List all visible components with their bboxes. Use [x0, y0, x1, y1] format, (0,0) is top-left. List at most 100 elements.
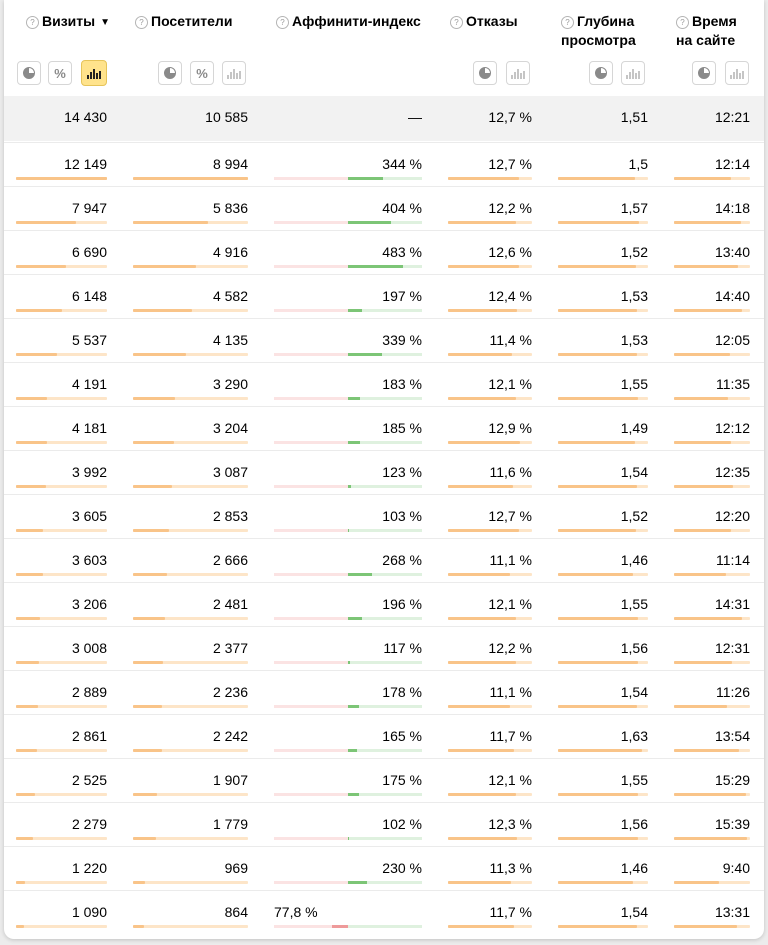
cell-bounces: 12,9 %: [488, 420, 532, 436]
percent-button[interactable]: %: [190, 61, 214, 85]
value-bar: [16, 397, 107, 400]
cell-visitors: 2 666: [212, 552, 248, 568]
value-bar-fill: [16, 397, 48, 400]
value-bar-fill: [133, 309, 192, 312]
cell-depth: 1,53: [620, 288, 648, 304]
cell-visits: 6 690: [71, 244, 107, 260]
cell-affinity: 339 %: [382, 332, 422, 348]
column-title-line2: на сайте: [676, 32, 736, 48]
bar-chart-button[interactable]: [621, 61, 645, 85]
pie-chart-icon: [23, 67, 35, 79]
table-row[interactable]: 3 992 3 087 123 % 11,6 % 1,54 12:35: [4, 450, 764, 495]
table-row[interactable]: 3 603 2 666 268 % 11,1 % 1,46 11:14: [4, 538, 764, 583]
table-row[interactable]: 4 181 3 204 185 % 12,9 % 1,49 12:12: [4, 406, 764, 451]
value-bar-fill: [558, 265, 637, 268]
value-bar: [674, 353, 750, 356]
cell-visits: 3 992: [71, 464, 107, 480]
column-header-bounces[interactable]: ? Отказы: [450, 12, 518, 31]
value-bar-fill: [674, 793, 747, 796]
cell-visitors: 4 582: [212, 288, 248, 304]
cell-depth: 1,53: [620, 332, 648, 348]
help-icon[interactable]: ?: [276, 16, 289, 29]
table-row[interactable]: 4 191 3 290 183 % 12,1 % 1,55 11:35: [4, 362, 764, 407]
table-row[interactable]: 2 279 1 779 102 % 12,3 % 1,56 15:39: [4, 802, 764, 847]
help-icon[interactable]: ?: [26, 16, 39, 29]
cell-bounces: 12,2 %: [488, 640, 532, 656]
value-bar-fill: [133, 617, 165, 620]
affinity-bar-positive-fill: [348, 221, 392, 224]
cell-affinity: 103 %: [382, 508, 422, 524]
value-bar-fill: [448, 397, 516, 400]
sort-desc-icon[interactable]: ▼: [100, 17, 111, 28]
value-bar-fill: [448, 177, 520, 180]
column-header-visitors[interactable]: ? Посетители: [135, 12, 232, 31]
affinity-bar: [274, 441, 422, 444]
value-bar-fill: [133, 749, 162, 752]
column-header-depth[interactable]: ? Глубина просмотра: [561, 12, 636, 50]
table-row[interactable]: 6 148 4 582 197 % 12,4 % 1,53 14:40: [4, 274, 764, 319]
table-row[interactable]: 3 008 2 377 117 % 12,2 % 1,56 12:31: [4, 626, 764, 671]
cell-bounces: 12,4 %: [488, 288, 532, 304]
value-bar: [133, 221, 248, 224]
value-bar: [674, 441, 750, 444]
table-row[interactable]: 5 537 4 135 339 % 11,4 % 1,53 12:05: [4, 318, 764, 363]
value-bar: [558, 441, 648, 444]
column-title: Визиты: [42, 13, 96, 29]
pie-chart-button[interactable]: [692, 61, 716, 85]
cell-affinity: 77,8 %: [274, 904, 318, 920]
affinity-bar-positive-fill: [348, 177, 383, 180]
cell-visitors: 2 242: [212, 728, 248, 744]
bar-chart-button[interactable]: [506, 61, 530, 85]
column-header-time[interactable]: ? Время на сайте: [676, 12, 737, 50]
table-row[interactable]: 12 149 8 994 344 % 12,7 % 1,5 12:14: [4, 142, 764, 187]
table-row[interactable]: 2 889 2 236 178 % 11,1 % 1,54 11:26: [4, 670, 764, 715]
cell-visits: 2 525: [71, 772, 107, 788]
table-row[interactable]: 1 220 969 230 % 11,3 % 1,46 9:40: [4, 846, 764, 891]
help-icon[interactable]: ?: [561, 16, 574, 29]
pie-chart-button[interactable]: [17, 61, 41, 85]
affinity-bar-positive-track: [348, 705, 422, 708]
value-bar-fill: [448, 837, 517, 840]
value-bar-fill: [16, 309, 63, 312]
value-bar: [448, 177, 532, 180]
totals-row[interactable]: 14 430 10 585 — 12,7 % 1,51 12:21: [4, 96, 764, 141]
table-row[interactable]: 3 206 2 481 196 % 12,1 % 1,55 14:31: [4, 582, 764, 627]
affinity-bar-positive-track: [348, 309, 422, 312]
table-row[interactable]: 2 525 1 907 175 % 12,1 % 1,55 15:29: [4, 758, 764, 803]
help-icon[interactable]: ?: [676, 16, 689, 29]
table-row[interactable]: 7 947 5 836 404 % 12,2 % 1,57 14:18: [4, 186, 764, 231]
table-row[interactable]: 3 605 2 853 103 % 12,7 % 1,52 12:20: [4, 494, 764, 539]
value-bar-fill: [133, 705, 162, 708]
value-bar-fill: [16, 221, 76, 224]
value-bar-fill: [558, 353, 637, 356]
value-bar-fill: [133, 485, 173, 488]
pie-chart-button[interactable]: [158, 61, 182, 85]
cell-affinity: 102 %: [382, 816, 422, 832]
cell-visitors: 1 907: [212, 772, 248, 788]
cell-time: 13:40: [714, 244, 750, 260]
table-row[interactable]: 2 861 2 242 165 % 11,7 % 1,63 13:54: [4, 714, 764, 759]
pie-chart-button[interactable]: [473, 61, 497, 85]
value-bar-fill: [16, 881, 26, 884]
affinity-bar-positive-fill: [348, 661, 351, 664]
help-icon[interactable]: ?: [135, 16, 148, 29]
value-bar-fill: [133, 397, 176, 400]
table-row[interactable]: 1 090 864 77,8 % 11,7 % 1,54 13:31: [4, 890, 764, 935]
value-bar: [674, 221, 750, 224]
value-bar: [133, 353, 248, 356]
percent-button[interactable]: %: [48, 61, 72, 85]
cell-visitors: 5 836: [212, 200, 248, 216]
cell-bounces: 11,3 %: [489, 860, 532, 876]
affinity-bar-negative-track: [274, 265, 348, 268]
value-bar-fill: [448, 881, 512, 884]
bar-chart-button[interactable]: [725, 61, 749, 85]
value-bar-fill: [558, 881, 634, 884]
cell-time: 14:18: [714, 200, 750, 216]
column-header-affinity[interactable]: ? Аффинити-индекс: [276, 12, 421, 31]
help-icon[interactable]: ?: [450, 16, 463, 29]
bar-chart-button[interactable]: [81, 60, 107, 86]
pie-chart-button[interactable]: [589, 61, 613, 85]
table-row[interactable]: 6 690 4 916 483 % 12,6 % 1,52 13:40: [4, 230, 764, 275]
column-header-visits[interactable]: ? Визиты ▼: [26, 12, 110, 32]
bar-chart-button[interactable]: [222, 61, 246, 85]
